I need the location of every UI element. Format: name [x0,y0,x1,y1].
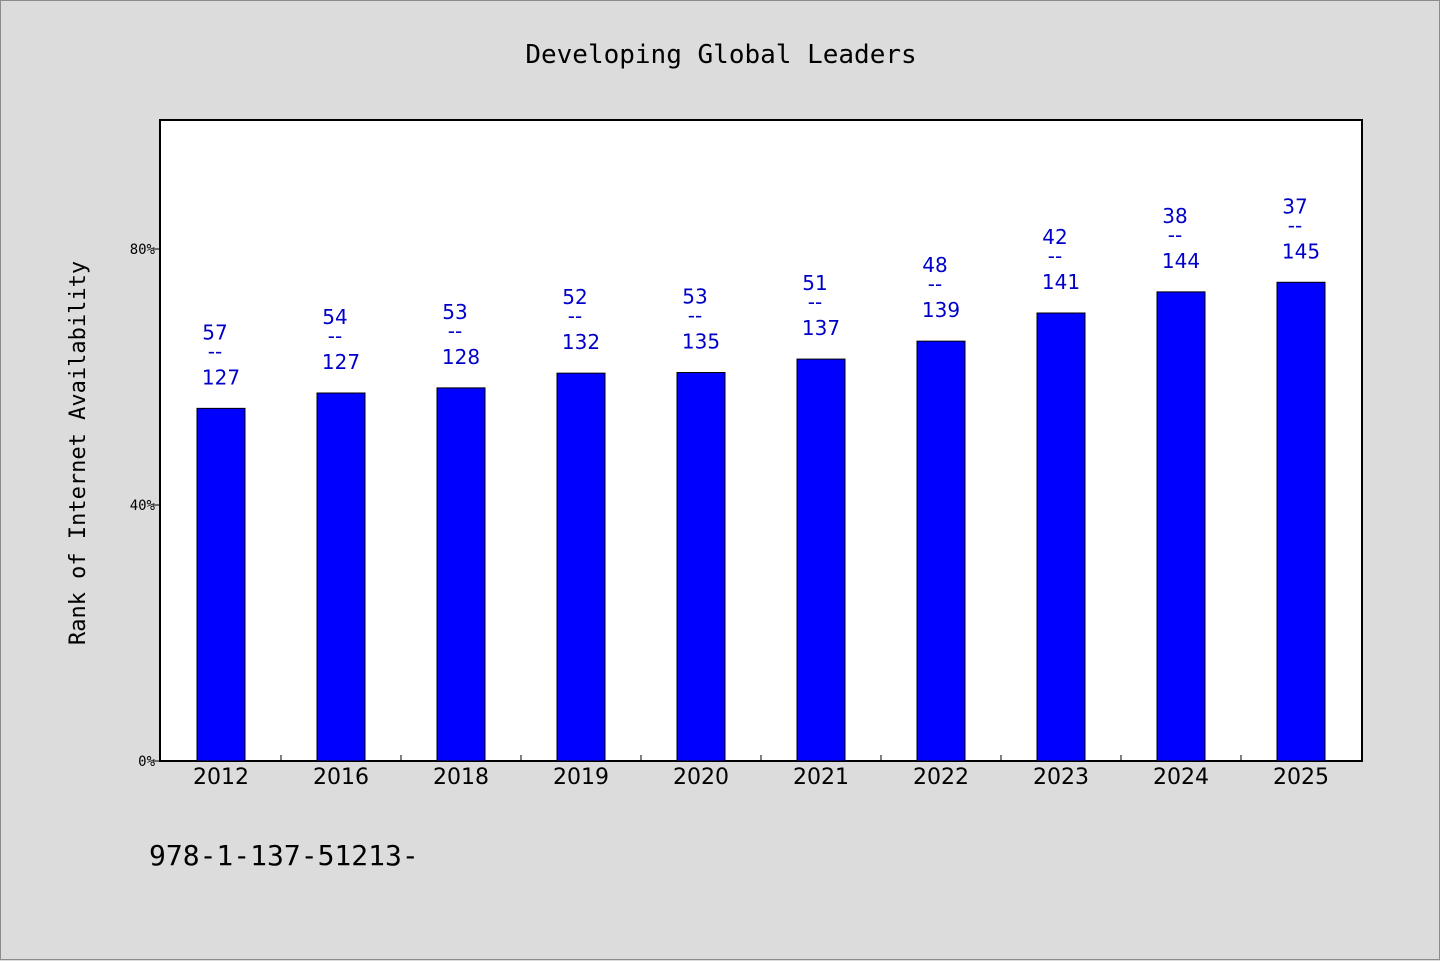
bar-2021 [796,358,846,762]
data-label-separator: -- [448,319,462,343]
x-tick-label: 2024 [1153,765,1209,790]
bar-2018 [436,387,486,762]
bar-2012 [196,407,246,762]
x-tick-label: 2019 [553,765,609,790]
y-tick-label: 80% [130,242,156,258]
data-label-separator: -- [1288,213,1302,237]
bar-2019 [556,372,606,762]
data-label-total: 141 [1042,270,1080,294]
data-label-total: 127 [322,350,360,374]
x-tick-label: 2012 [193,765,249,790]
bar-2016 [316,392,366,762]
x-axis-ticks: 2012 2016 2018 2019 2020 2021 2022 2023 2024 2025 [193,755,1329,790]
bar-2024 [1156,291,1206,762]
data-label-separator: -- [928,272,942,296]
y-tick-label: 40% [130,498,156,514]
data-label-total: 137 [802,316,840,340]
data-label-separator: -- [1168,223,1182,247]
data-label-rank: 53 [682,285,707,309]
x-tick-label: 2020 [673,765,729,790]
data-label-total: 145 [1282,239,1320,263]
y-axis-ticks: 0% 40% 80% [130,242,161,770]
data-label-rank: 51 [802,271,827,295]
data-label-separator: -- [328,324,342,348]
data-label-separator: -- [808,290,822,314]
x-tick-label: 2023 [1033,765,1089,790]
x-tick-label: 2016 [313,765,369,790]
bar-series [196,281,1326,762]
data-label-rank: 38 [1162,204,1187,228]
data-label-total: 144 [1162,249,1200,273]
y-tick-label: 0% [138,754,155,770]
y-axis-label: Rank of Internet Availability [66,261,91,645]
data-label-rank: 53 [442,300,467,324]
data-label-rank: 42 [1042,225,1067,249]
bar-2022 [916,340,966,762]
data-label-separator: -- [568,304,582,328]
bar-2020 [676,372,726,762]
x-tick-label: 2021 [793,765,849,790]
data-label-separator: -- [1048,244,1062,268]
data-label-total: 139 [922,298,960,322]
data-label-rank: 57 [202,320,227,344]
data-label-total: 127 [202,365,240,389]
data-label-rank: 52 [562,285,587,309]
bar-2025 [1276,281,1326,762]
data-label-rank: 48 [922,253,947,277]
data-label-total: 128 [442,345,480,369]
x-tick-label: 2025 [1273,765,1329,790]
data-label-total: 132 [562,330,600,354]
data-label-total: 135 [682,330,720,354]
footer-isbn: 978-1-137-51213- [149,839,419,872]
x-tick-label: 2018 [433,765,489,790]
data-label-separator: -- [688,304,702,328]
x-tick-label: 2022 [913,765,969,790]
data-label-rank: 54 [322,305,347,329]
data-label-separator: -- [208,339,222,363]
chart-title: Developing Global Leaders [525,40,916,70]
bar-2023 [1036,312,1086,762]
data-label-rank: 37 [1282,194,1307,218]
data-labels: 57--12754--12753--12852--13253--13551--1… [202,194,1320,389]
